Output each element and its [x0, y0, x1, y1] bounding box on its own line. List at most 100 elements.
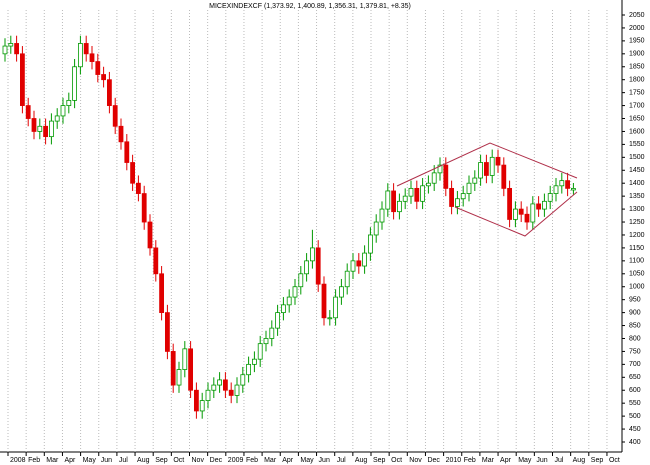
candle-body — [449, 187, 455, 207]
candle-body — [571, 188, 576, 191]
candle-body — [228, 389, 234, 396]
x-tick-label: Feb — [28, 457, 40, 464]
candle-body — [489, 156, 495, 176]
candle-body — [251, 358, 257, 365]
candle-body — [31, 118, 37, 132]
candle-body — [118, 125, 124, 143]
candle-body — [124, 141, 130, 163]
candle-body — [199, 400, 205, 412]
candle-body — [95, 61, 101, 75]
candle-body — [141, 193, 147, 223]
y-tick-label: 700 — [629, 361, 641, 368]
candle-body — [112, 105, 118, 127]
candle-body — [367, 234, 373, 254]
candle-body — [66, 100, 72, 106]
x-tick-label: Feb — [464, 457, 476, 464]
candle-body — [460, 193, 466, 200]
x-tick-label: Nov — [409, 457, 422, 464]
candle-body — [170, 351, 176, 386]
candle-body — [379, 208, 385, 223]
candle-body — [321, 283, 327, 319]
candle-body — [269, 327, 275, 339]
candle-body — [263, 338, 269, 345]
candle-body — [483, 162, 489, 176]
y-tick-label: 1350 — [629, 193, 645, 200]
y-tick-label: 600 — [629, 387, 641, 394]
candle-body — [280, 304, 286, 314]
y-tick-label: 1100 — [629, 258, 644, 265]
x-tick-label: 2008 — [10, 457, 26, 464]
candle-body — [524, 213, 530, 223]
candle-body — [78, 43, 83, 68]
candle-body — [466, 182, 472, 194]
x-tick-label: Oct — [609, 457, 620, 464]
y-tick-label: 1200 — [629, 232, 645, 239]
candle-body — [559, 180, 565, 187]
candle-body — [257, 343, 263, 360]
y-tick-label: 750 — [629, 348, 641, 355]
candle-body — [217, 379, 223, 386]
y-tick-label: 500 — [629, 413, 641, 420]
candle-body — [530, 203, 536, 223]
y-tick-label: 650 — [629, 374, 641, 381]
x-tick-label: Jun — [536, 457, 547, 464]
candle-body — [83, 43, 89, 55]
candle-body — [315, 247, 321, 285]
candle-body — [246, 363, 252, 376]
candle-body — [176, 369, 182, 386]
candle-body — [356, 260, 362, 267]
candle-body — [60, 105, 66, 117]
candle-body — [43, 125, 48, 138]
x-tick-label: May — [83, 457, 97, 464]
candle-body — [507, 187, 513, 220]
x-tick-label: 2009 — [228, 457, 244, 464]
y-tick-label: 1800 — [629, 77, 645, 84]
x-tick-label: Aug — [137, 457, 150, 464]
y-tick-label: 950 — [629, 297, 641, 304]
x-tick-label: Apr — [500, 457, 512, 464]
y-tick-label: 1700 — [629, 102, 645, 109]
candle-body — [101, 74, 106, 81]
candle-body — [478, 162, 484, 179]
y-tick-label: 1450 — [629, 167, 645, 174]
y-tick-label: 1400 — [629, 180, 645, 187]
y-tick-label: 800 — [629, 335, 641, 342]
x-tick-label: Jul — [337, 457, 346, 464]
candle-body — [188, 348, 194, 391]
y-tick-label: 1250 — [629, 219, 645, 226]
candle-body — [431, 172, 437, 184]
y-tick-label: 400 — [629, 439, 641, 446]
candle-body — [443, 164, 449, 189]
chart-title: MICEXINDEXCF (1,373.92, 1,400.89, 1,356.… — [209, 3, 411, 10]
x-tick-label: Nov — [192, 457, 205, 464]
candle-body — [159, 273, 165, 314]
pattern-line — [454, 191, 578, 237]
candle-body — [54, 115, 60, 122]
candle-body — [565, 180, 570, 189]
candle-body — [396, 200, 402, 213]
candle-body — [107, 79, 112, 106]
x-tick-label: Mar — [482, 457, 495, 464]
x-tick-label: Mar — [264, 457, 277, 464]
candle-body — [8, 43, 14, 47]
candle-body — [536, 203, 541, 210]
candle-body — [333, 296, 339, 319]
x-tick-label: Jul — [555, 457, 564, 464]
candle-body — [164, 312, 170, 352]
candle-body — [205, 389, 211, 401]
candle-body — [222, 379, 228, 391]
y-tick-label: 550 — [629, 400, 641, 407]
candle-body — [472, 177, 478, 184]
candle-body — [240, 374, 246, 386]
candle-body — [2, 45, 8, 55]
candle-body — [513, 208, 518, 220]
x-tick-label: May — [518, 457, 532, 464]
y-tick-label: 2000 — [629, 25, 645, 32]
candle-body — [391, 190, 397, 213]
x-tick-label: Aug — [355, 457, 368, 464]
y-tick-label: 850 — [629, 322, 641, 329]
candle-body — [327, 317, 333, 320]
candle-body — [385, 190, 391, 210]
